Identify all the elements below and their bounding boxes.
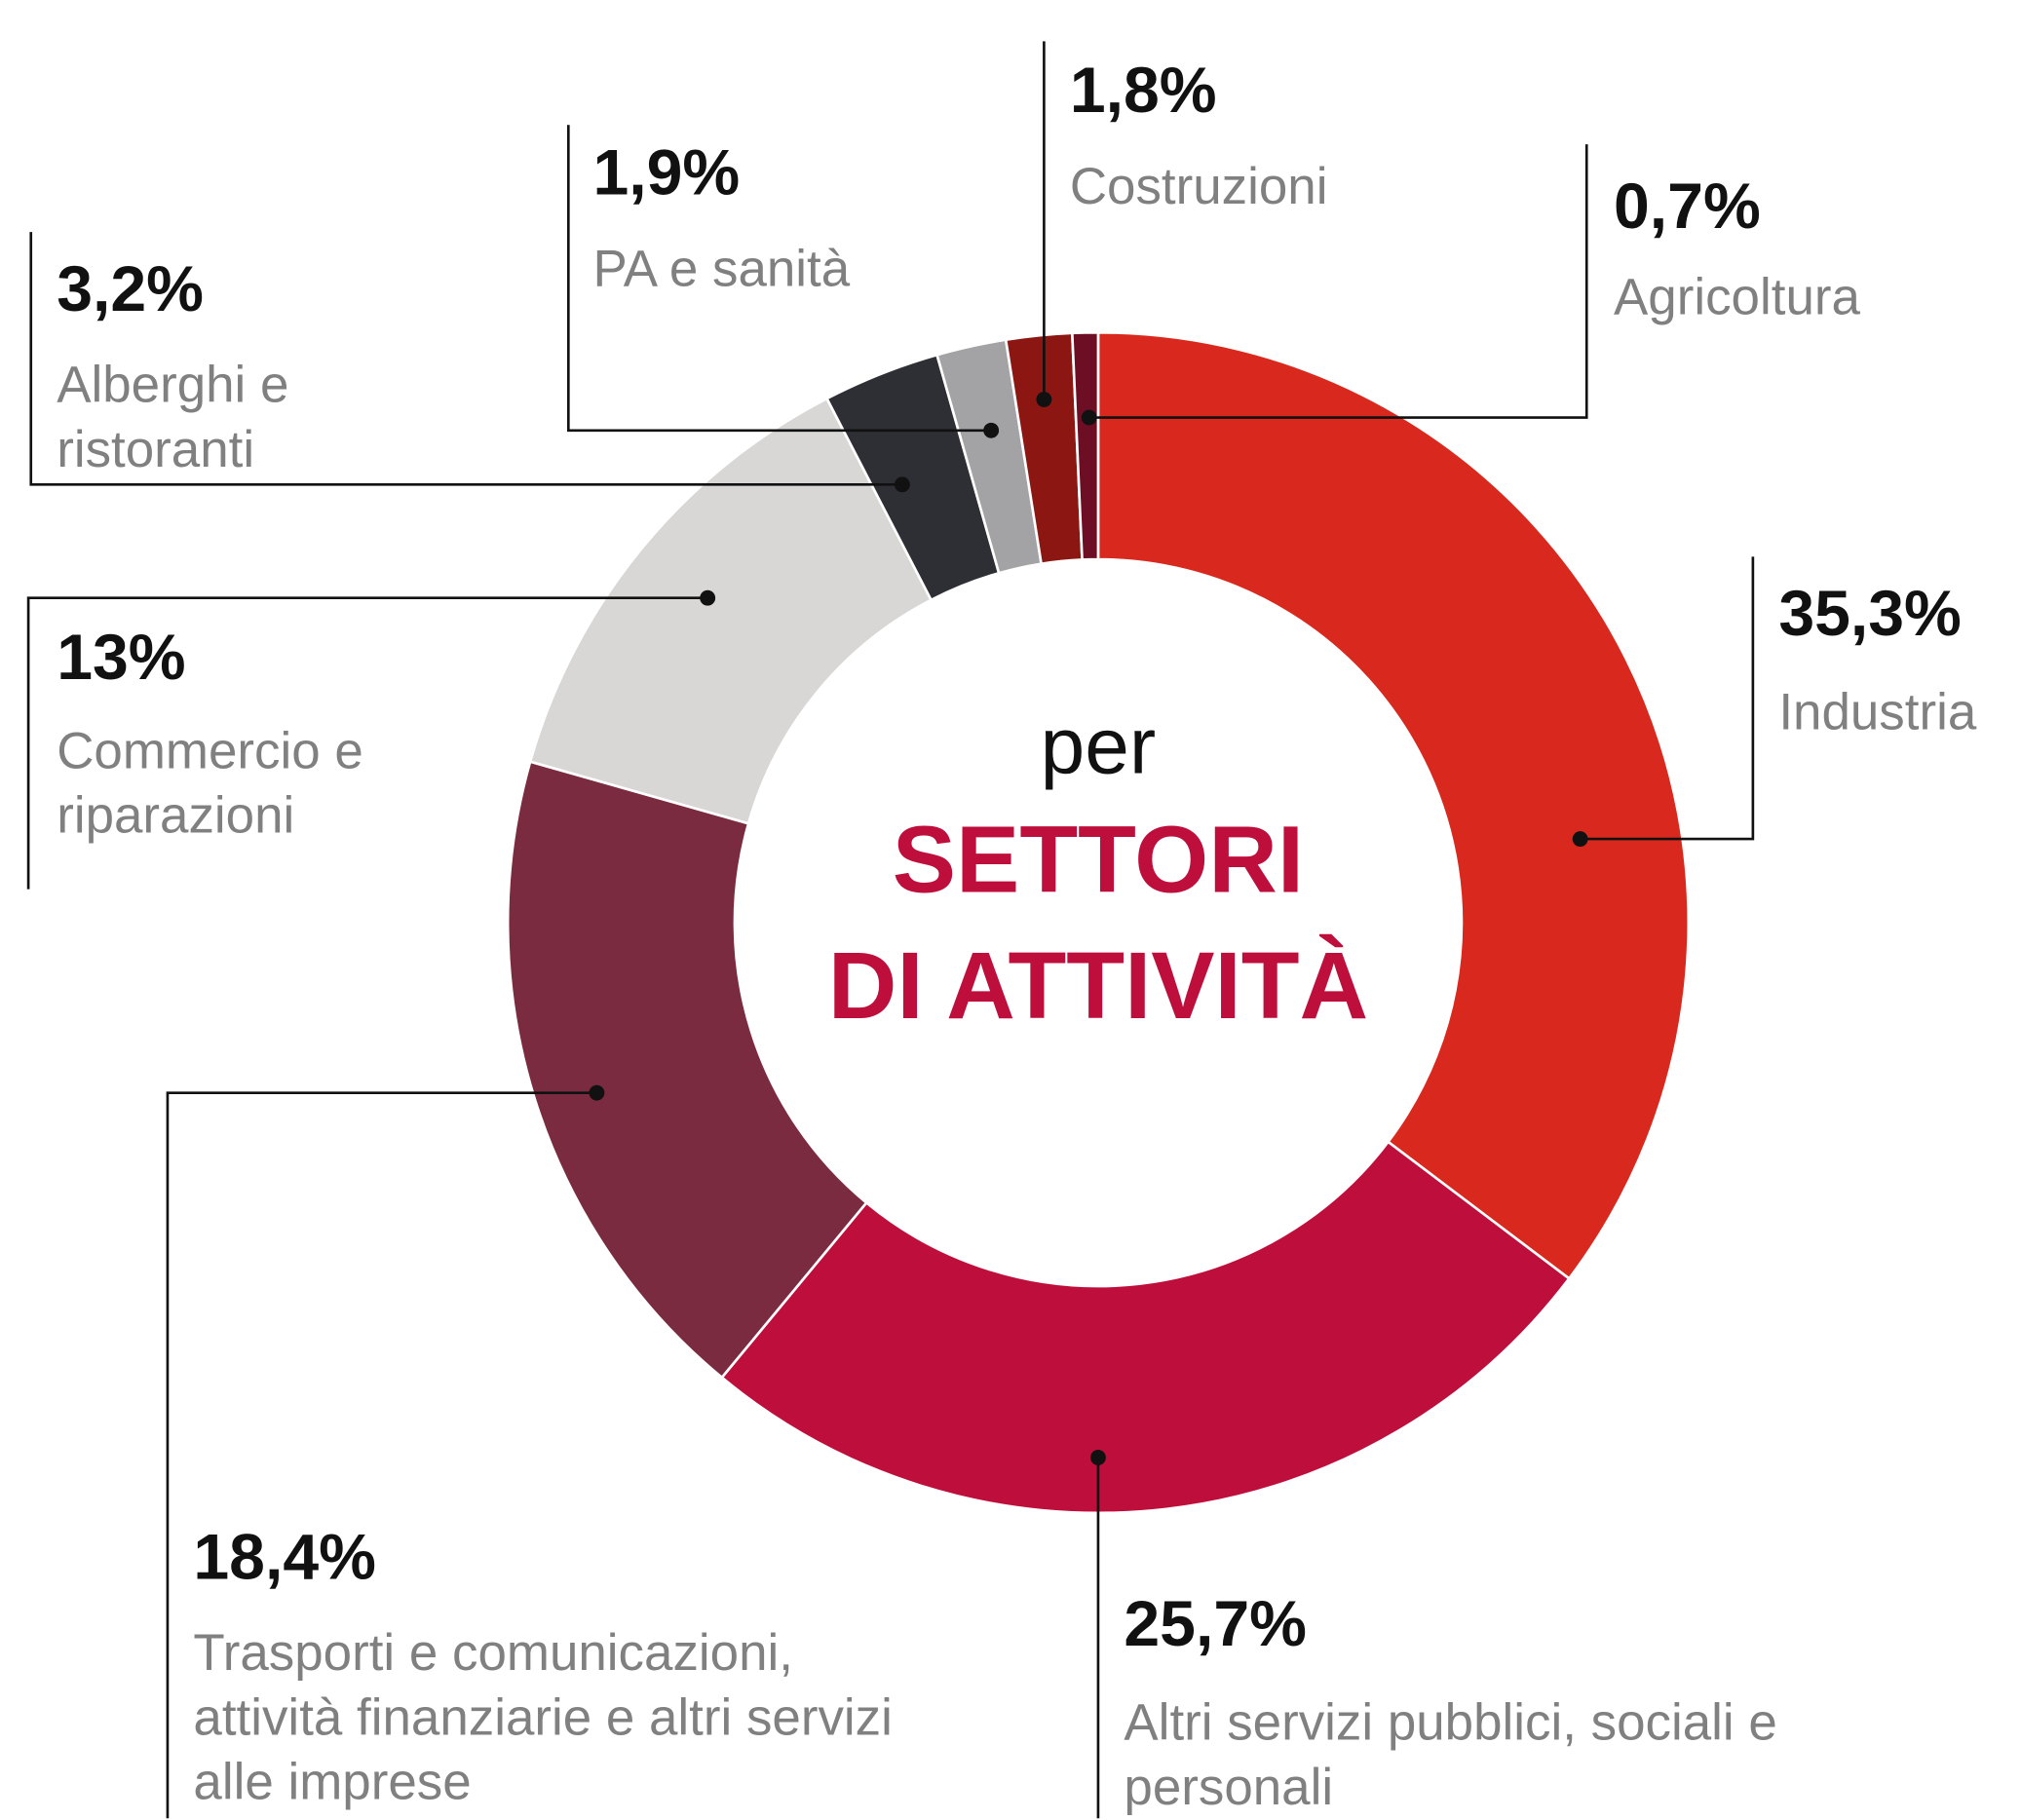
category-label: Industria <box>1778 684 1977 741</box>
slice <box>1096 330 1691 1281</box>
value-label: 13% <box>57 621 186 694</box>
leader-dot <box>983 422 1000 438</box>
slice <box>528 397 934 825</box>
leader-dot <box>894 476 910 493</box>
leader-line <box>29 232 902 486</box>
leader-line <box>566 125 992 433</box>
category-label: Trasporti e comunicazioni, attività fina… <box>193 1624 893 1811</box>
slice <box>506 760 869 1380</box>
leader-line <box>1580 556 1755 841</box>
leader-dot <box>589 1084 605 1101</box>
leader-dot <box>700 589 716 606</box>
category-label: Commercio e riparazioni <box>57 723 363 845</box>
slice <box>719 1140 1572 1515</box>
leader-dot <box>1081 409 1097 426</box>
value-label: 18,4% <box>193 1520 376 1593</box>
value-label: 25,7% <box>1124 1587 1307 1660</box>
leader-dot <box>1572 831 1588 848</box>
slice <box>1070 330 1100 561</box>
center-text: SETTORI <box>893 805 1304 912</box>
category-label: Agricoltura <box>1614 269 1860 326</box>
value-label: 35,3% <box>1778 577 1962 650</box>
leader-line <box>26 596 708 890</box>
value-label: 1,8% <box>1069 54 1217 127</box>
leader-line <box>166 1091 597 1819</box>
value-label: 3,2% <box>57 252 204 325</box>
category-label: Alberghi e ristoranti <box>57 357 289 478</box>
leader-dot <box>1036 392 1052 407</box>
value-label: 0,7% <box>1614 170 1761 243</box>
leader-dot <box>1090 1450 1106 1465</box>
category-label: Costruzioni <box>1069 158 1328 215</box>
center-text: DI ATTIVITÀ <box>828 931 1368 1039</box>
leader-line <box>1088 144 1588 419</box>
category-label: Altri servizi pubblici, sociali e person… <box>1124 1694 1777 1816</box>
value-label: 1,9% <box>592 136 741 209</box>
center-text: per <box>1041 702 1157 791</box>
category-label: PA e sanità <box>592 241 851 298</box>
